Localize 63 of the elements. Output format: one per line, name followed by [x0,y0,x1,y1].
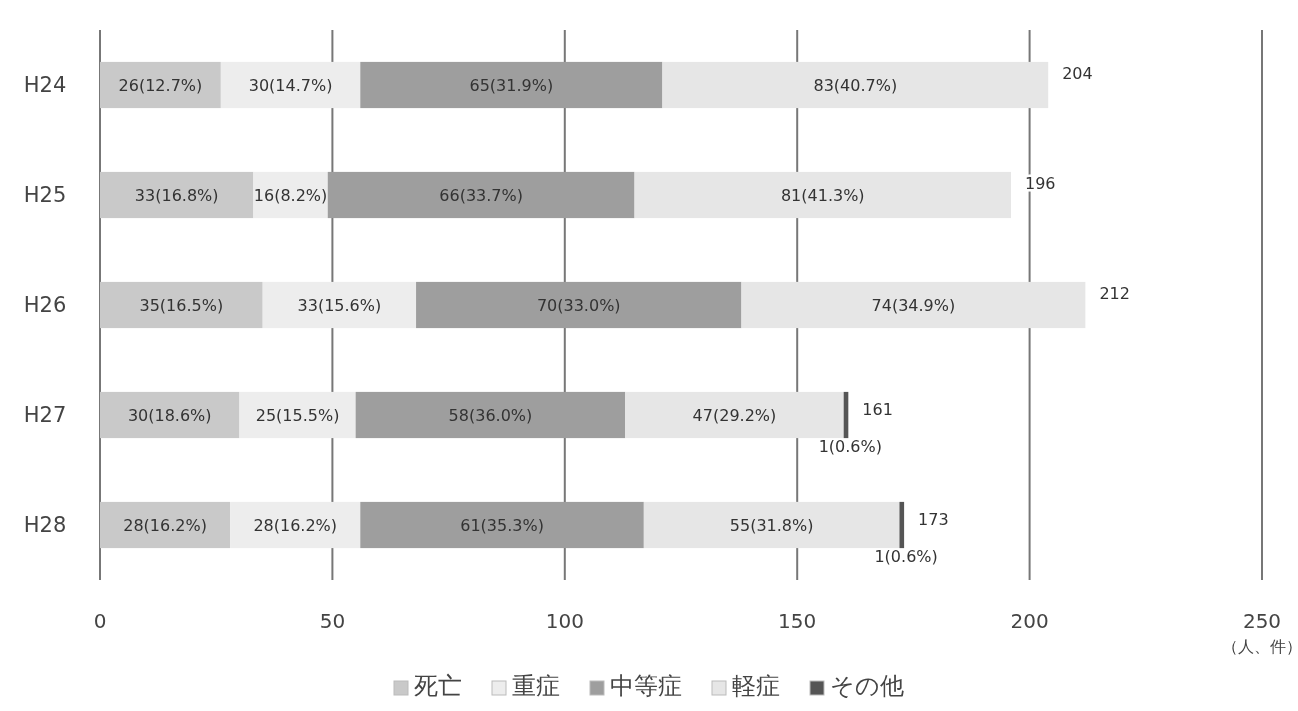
data-label: 55(31.8%) [729,516,814,535]
y-tick-label: H27 [23,403,67,427]
legend-label: その他 [830,672,904,700]
bar [100,281,263,329]
bar [741,281,1086,329]
data-label: 16(8.2%) [253,186,328,205]
data-label: 1(0.6%) [874,547,938,567]
x-tick-label: 250 [1242,609,1282,633]
bar [220,61,361,109]
data-label: 30(14.7%) [248,76,333,95]
bar [100,501,231,549]
x-tick-label: 200 [1010,609,1049,633]
y-tick-label: H28 [23,513,67,537]
data-label: 33(15.6%) [297,296,382,315]
legend-label: 軽症 [732,672,780,700]
x-axis-title: （人、件） [1222,637,1298,656]
data-label: 33(16.8%) [134,186,219,205]
data-label: 35(16.5%) [139,296,224,315]
y-tick-label: H24 [23,73,67,97]
bar [262,281,417,329]
data-label: 70(33.0%) [536,296,621,315]
data-label: 83(40.7%) [813,76,898,95]
x-tick-label: 0 [93,609,107,633]
data-label: 66(33.7%) [439,186,523,205]
bar [239,391,356,439]
bar [230,501,361,549]
bar [643,501,900,549]
bar [355,391,626,439]
x-tick-label: 100 [545,609,584,633]
data-label: 74(34.9%) [871,296,956,315]
bar [662,61,1049,109]
y-tick-label: H25 [23,183,67,207]
data-label: 1(0.6%) [818,437,882,457]
bar [100,171,254,219]
legend-label: 中等症 [610,672,682,700]
data-label: 28(16.2%) [253,516,338,535]
bar [360,501,644,549]
data-label: 28(16.2%) [123,516,207,535]
total-label: 212 [1099,284,1130,303]
bar [416,281,742,329]
data-label: 65(31.9%) [469,76,554,95]
x-tick-label: 50 [319,609,346,633]
data-label: 81(41.3%) [780,186,865,205]
total-label: 204 [1062,64,1093,83]
bar [899,501,905,549]
total-label: 173 [918,510,949,529]
x-tick-label: 150 [778,609,817,633]
bar [100,391,240,439]
bar [625,391,844,439]
data-label: 25(15.5%) [255,406,340,425]
total-label: 161 [862,400,893,419]
legend-label: 重症 [512,672,560,700]
legend-label: 死亡 [414,672,462,700]
y-tick-label: H26 [23,293,67,317]
data-label: 26(12.7%) [118,76,203,95]
bar [360,61,663,109]
bar [327,171,635,219]
data-label: 30(18.6%) [127,406,212,425]
bar [100,61,221,109]
data-label: 58(36.0%) [448,406,533,425]
data-label: 47(29.2%) [692,406,777,425]
bar [634,171,1012,219]
data-label: 61(35.3%) [460,516,544,535]
